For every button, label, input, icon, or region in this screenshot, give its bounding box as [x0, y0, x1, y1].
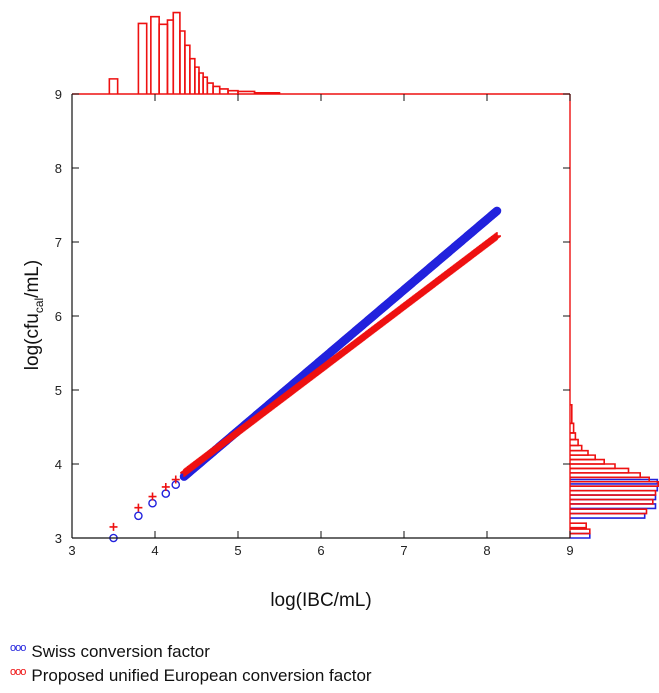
x-histogram-bar — [137, 22, 148, 94]
y-axis-label-subscript: cal — [32, 298, 46, 313]
plot-frame — [71, 93, 571, 539]
x-tick-label: 5 — [234, 543, 241, 558]
x-tick-label: 8 — [483, 543, 490, 558]
y-tick-label: 3 — [55, 531, 62, 546]
y-axis-label-main: log(cfu — [22, 313, 43, 370]
y-histogram-bar — [570, 522, 587, 529]
legend-marker-swiss: ooo — [10, 642, 26, 654]
x-histogram-bar — [212, 85, 221, 94]
x-tick-label: 6 — [317, 543, 324, 558]
x-histogram-bar — [218, 88, 229, 94]
y-marginal-histogram — [570, 404, 659, 539]
x-tick-label: 9 — [566, 543, 573, 558]
y-axis-ticks: 3 4 5 6 7 8 9 — [55, 87, 570, 546]
y-tick-label: 7 — [55, 235, 62, 250]
legend-item-european: ooo Proposed unified European conversion… — [10, 664, 372, 688]
y-tick-label: 5 — [55, 383, 62, 398]
y-histogram-bar — [570, 508, 648, 515]
x-tick-label: 7 — [400, 543, 407, 558]
legend: ooo Swiss conversion factor ooo Proposed… — [10, 640, 372, 688]
data-point — [148, 498, 157, 508]
y-histogram-bar — [570, 498, 654, 505]
y-tick-label: 4 — [55, 457, 62, 472]
x-histogram-bar — [206, 82, 214, 94]
x-axis-label: log(IBC/mL) — [270, 590, 371, 611]
data-point — [134, 511, 143, 521]
data-point — [171, 475, 180, 484]
y-histogram-bar — [570, 489, 657, 496]
x-tick-label: 4 — [151, 543, 158, 558]
data-point — [134, 503, 143, 512]
data-point — [161, 489, 171, 498]
y-histogram-bar — [570, 438, 579, 447]
x-histogram-bar — [172, 11, 181, 94]
x-marginal-histogram — [108, 11, 281, 94]
data-point — [148, 492, 157, 501]
legend-label-european: Proposed unified European conversion fac… — [31, 666, 372, 685]
y-histogram-bar — [570, 404, 573, 425]
legend-item-swiss: ooo Swiss conversion factor — [10, 640, 372, 664]
y-axis-label-tail: /mL) — [22, 260, 43, 298]
legend-label-swiss: Swiss conversion factor — [31, 642, 210, 661]
x-tick-label: 3 — [68, 543, 75, 558]
scatter-points — [109, 206, 502, 543]
legend-marker-european: ooo — [10, 666, 26, 678]
y-tick-label: 9 — [55, 87, 62, 102]
y-tick-label: 8 — [55, 161, 62, 176]
x-histogram-bar — [108, 78, 119, 94]
x-histogram-bar — [150, 15, 160, 94]
x-histogram-bar — [158, 23, 169, 94]
x-histogram-bar — [166, 19, 175, 94]
y-axis-label: log(cfucal/mL) — [22, 260, 46, 370]
data-point — [492, 206, 502, 216]
y-tick-label: 6 — [55, 309, 62, 324]
y-histogram-bar — [570, 528, 591, 535]
y-histogram-bar — [570, 432, 577, 441]
x-axis-ticks: 3 4 5 6 7 8 9 — [68, 94, 574, 558]
data-point — [109, 522, 118, 531]
scatter-chart: 3 4 5 6 7 8 9 3 4 5 6 7 8 9 log(IBC/mL) log(cfucal/m… — [22, 11, 659, 611]
data-point — [492, 232, 501, 241]
data-point — [161, 482, 170, 491]
